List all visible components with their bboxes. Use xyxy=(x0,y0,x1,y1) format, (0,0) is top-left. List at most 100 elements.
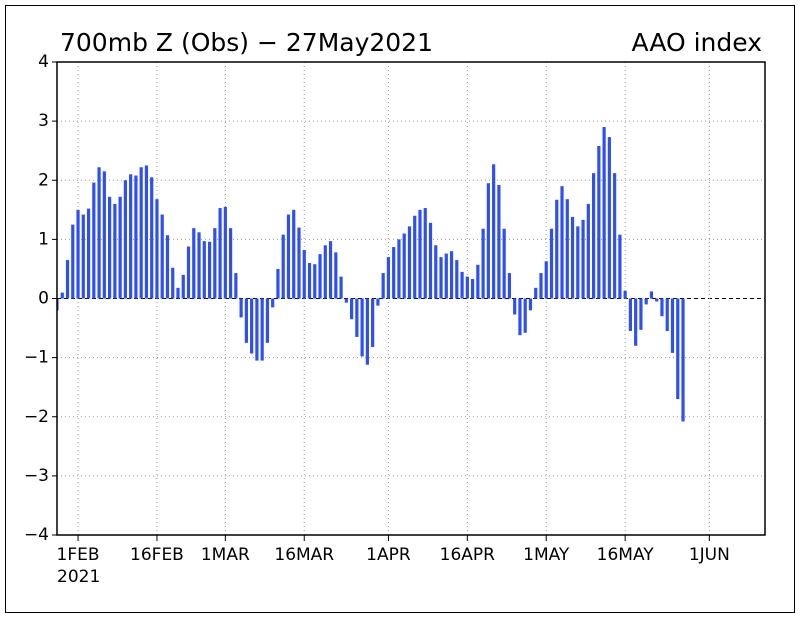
bar xyxy=(565,199,569,299)
y-tick-label: −4 xyxy=(24,525,49,545)
bar xyxy=(544,261,548,299)
y-tick-label: −1 xyxy=(24,348,49,368)
bar xyxy=(660,298,664,317)
bar xyxy=(65,260,70,299)
bar xyxy=(581,219,585,299)
bar xyxy=(97,167,101,299)
bar xyxy=(528,298,533,311)
bar xyxy=(129,174,133,299)
bar xyxy=(286,214,291,299)
x-tick-label: 16MAY xyxy=(597,545,655,565)
bar xyxy=(265,298,270,343)
bar xyxy=(76,209,80,299)
bar xyxy=(460,271,464,299)
bar xyxy=(381,273,385,299)
bar xyxy=(623,290,627,299)
x-tick-label: 1MAR xyxy=(201,545,250,565)
bar xyxy=(407,226,412,299)
bar xyxy=(323,245,327,299)
outer-frame xyxy=(5,5,795,613)
x-tick-label: 1JUN xyxy=(689,545,730,565)
bar xyxy=(207,241,212,299)
bar xyxy=(591,173,596,299)
x-tick-label: 16MAR xyxy=(274,545,334,565)
bar xyxy=(150,177,154,299)
bar xyxy=(628,298,633,332)
bar xyxy=(144,165,149,299)
plot-frame xyxy=(56,61,766,536)
bar xyxy=(313,264,317,299)
bar xyxy=(165,235,170,299)
bar xyxy=(339,276,343,299)
bar xyxy=(244,298,248,343)
bar xyxy=(71,224,75,299)
bar xyxy=(229,228,233,299)
y-tick-label: 2 xyxy=(38,170,49,190)
bar xyxy=(644,298,648,305)
y-tick-label: 4 xyxy=(38,52,49,72)
bar xyxy=(344,298,348,303)
bar xyxy=(602,127,606,299)
bar xyxy=(649,291,654,299)
bar xyxy=(202,241,206,299)
bar xyxy=(449,251,454,299)
bar xyxy=(413,215,417,299)
bar xyxy=(560,186,564,299)
bar xyxy=(570,216,575,299)
bar xyxy=(549,228,554,299)
bar xyxy=(260,298,264,361)
y-tick-label: 0 xyxy=(38,289,49,309)
bar xyxy=(534,287,538,299)
bar xyxy=(186,246,191,299)
bar xyxy=(613,173,617,299)
x-tick-label: 16FEB xyxy=(130,545,184,565)
y-tick-label: 3 xyxy=(38,111,49,131)
bar xyxy=(86,208,91,299)
bar xyxy=(234,273,238,299)
bar xyxy=(481,228,485,299)
bar xyxy=(292,209,296,299)
bar xyxy=(665,298,669,332)
y-tick-label: −3 xyxy=(24,466,49,486)
bar xyxy=(123,180,127,299)
bar xyxy=(439,257,443,299)
bar xyxy=(492,164,496,299)
bar xyxy=(118,196,122,299)
bar xyxy=(102,171,106,299)
bar xyxy=(218,208,222,299)
chart-title: 700mb Z (Obs) − 27May2021 xyxy=(60,28,433,57)
bar xyxy=(334,252,338,299)
bar xyxy=(365,298,369,365)
y-tick-label: 1 xyxy=(38,229,49,249)
bar xyxy=(302,250,306,299)
bar xyxy=(360,298,364,357)
bar xyxy=(434,245,438,299)
bar xyxy=(239,298,243,318)
bar xyxy=(470,278,475,299)
bar xyxy=(465,276,469,299)
bar xyxy=(497,184,501,299)
bar xyxy=(155,199,159,299)
x-year-label: 2021 xyxy=(57,567,100,587)
bar xyxy=(476,264,480,299)
bar xyxy=(597,145,601,299)
bar xyxy=(376,298,380,306)
bar xyxy=(555,199,559,299)
bar xyxy=(181,274,185,299)
x-tick-label: 16APR xyxy=(440,545,496,565)
bar xyxy=(81,214,85,299)
bar xyxy=(523,298,527,333)
x-tick-label: 1FEB xyxy=(57,545,100,565)
x-tick-label: 1APR xyxy=(366,545,411,565)
bar xyxy=(586,203,590,299)
bar xyxy=(681,298,685,422)
bar xyxy=(576,226,580,299)
bar xyxy=(139,167,143,299)
bar xyxy=(355,298,359,337)
bar xyxy=(423,208,427,299)
bar xyxy=(502,228,506,299)
bar xyxy=(618,234,622,299)
bar xyxy=(639,298,643,330)
bar xyxy=(655,298,659,302)
